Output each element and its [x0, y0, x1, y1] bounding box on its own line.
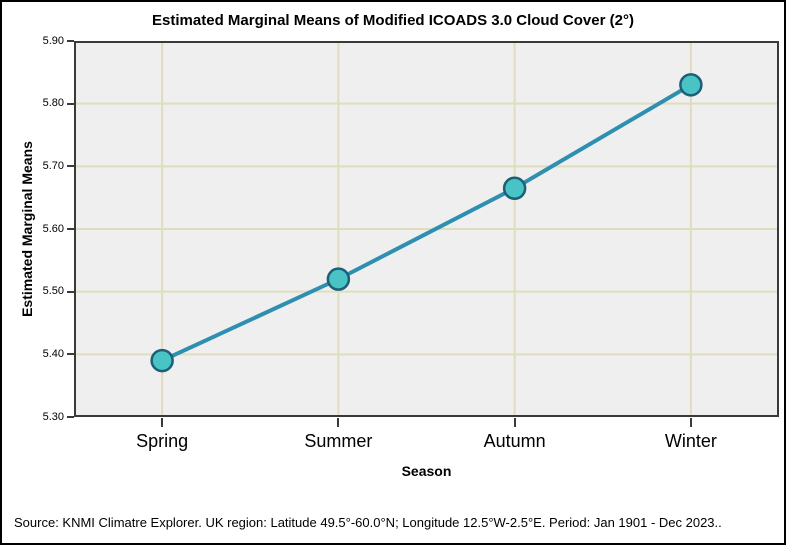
plot-area [74, 41, 779, 417]
y-tick-label: 5.50 [42, 285, 64, 298]
y-tick-mark [67, 40, 74, 42]
y-tick-mark [67, 102, 74, 105]
y-tick-mark [67, 228, 74, 230]
x-tick-mark [689, 418, 692, 427]
x-tick-mark [161, 418, 164, 427]
y-tick-label: 5.30 [42, 410, 64, 423]
y-tick-label: 5.90 [42, 34, 64, 47]
x-tick-label-autumn: Autumn [483, 431, 546, 451]
chart-title: Estimated Marginal Means of Modified ICO… [152, 12, 634, 29]
y-tick-label: 5.40 [42, 347, 64, 360]
x-tick-label-spring: Spring [136, 431, 189, 451]
y-tick-mark [67, 353, 74, 356]
source-note: Source: KNMI Climatre Explorer. UK regio… [14, 515, 722, 530]
plot-frame [74, 41, 779, 417]
y-tick-label: 5.80 [42, 97, 64, 110]
y-tick-label: 5.60 [42, 222, 64, 235]
x-tick-label-summer: Summer [304, 431, 373, 451]
y-tick-mark [67, 165, 74, 168]
x-tick-mark [513, 418, 516, 427]
x-axis-title: Season [401, 463, 452, 479]
data-point-winter [679, 73, 703, 97]
x-tick-label-winter: Winter [664, 431, 717, 451]
data-point-spring [150, 348, 174, 373]
data-point-summer [326, 267, 351, 291]
y-tick-mark [67, 416, 74, 418]
y-tick-label: 5.70 [42, 159, 64, 172]
y-tick-mark [67, 290, 74, 293]
x-tick-mark [337, 418, 340, 427]
data-point-autumn [502, 176, 527, 201]
series-line [160, 82, 693, 363]
